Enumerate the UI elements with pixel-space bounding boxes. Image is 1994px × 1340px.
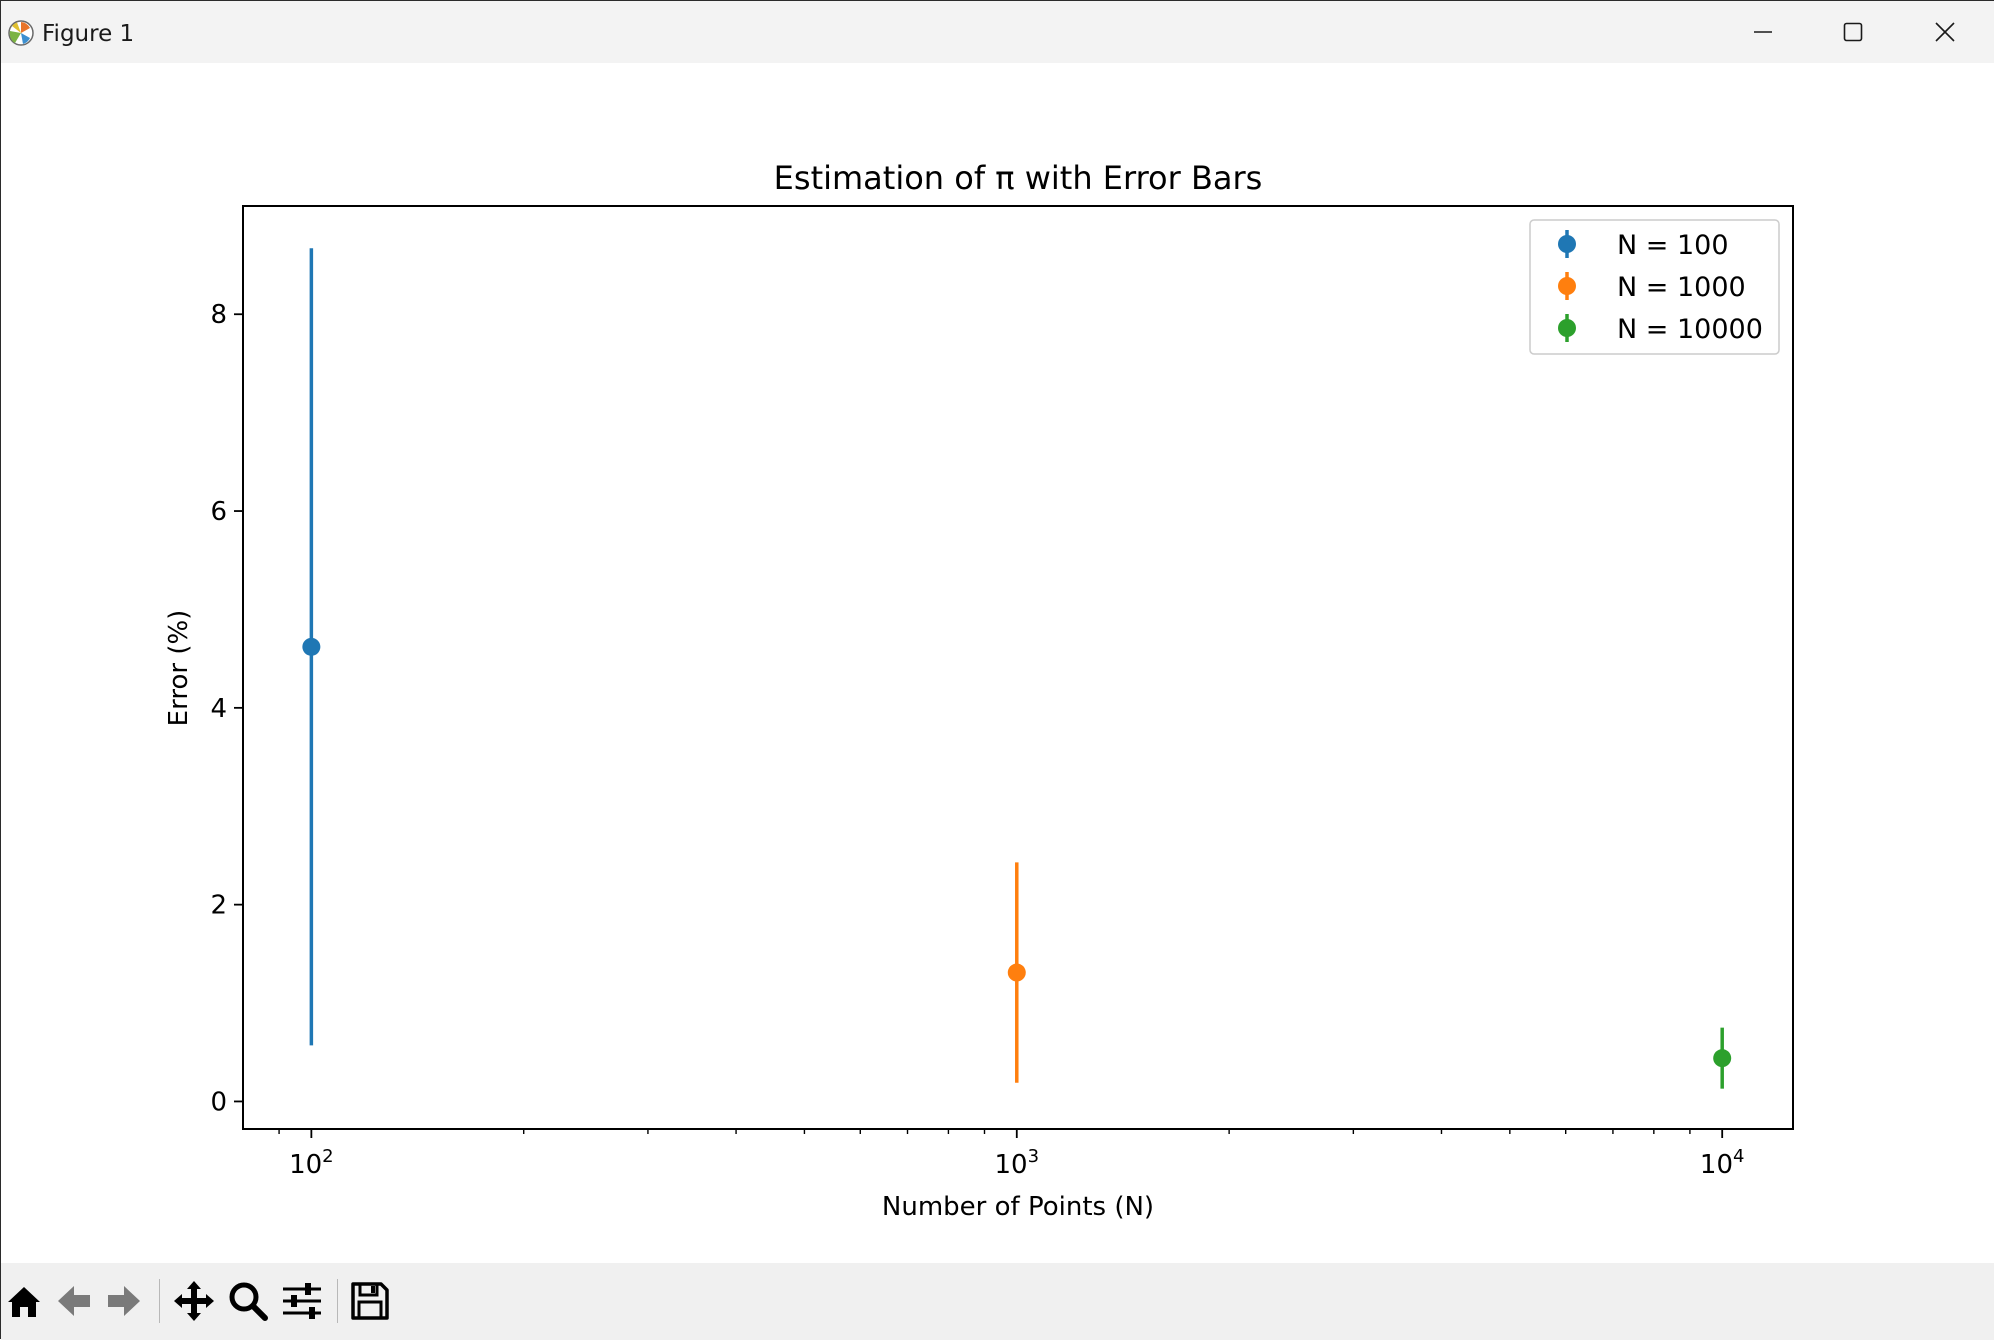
x-axis-label: Number of Points (N) <box>882 1192 1154 1222</box>
title-bar: Figure 1 <box>1 1 1994 63</box>
window-title: Figure 1 <box>42 21 135 47</box>
maximize-icon <box>1843 22 1863 42</box>
x-tick-label: 102 <box>289 1146 334 1180</box>
magnifier-icon <box>229 1282 268 1321</box>
close-icon <box>1935 22 1955 42</box>
minimize-button[interactable] <box>1717 1 1809 63</box>
legend-box <box>1529 219 1780 355</box>
navigation-toolbar <box>1 1263 1994 1340</box>
y-axis-ticks: 0 2 4 6 8 <box>210 300 243 1117</box>
y-tick-label: 8 <box>210 300 227 330</box>
y-tick-label: 6 <box>210 497 227 527</box>
close-button[interactable] <box>1899 1 1991 63</box>
maximize-button[interactable] <box>1807 1 1899 63</box>
x-tick-label: 104 <box>1700 1146 1745 1180</box>
forward-button[interactable] <box>101 1275 147 1327</box>
x-axis-ticks: 102 103 104 <box>278 1129 1745 1180</box>
y-tick-label: 4 <box>210 694 227 724</box>
legend-marker <box>1558 277 1576 295</box>
y-tick-label: 0 <box>210 1087 227 1117</box>
pan-button[interactable] <box>171 1275 217 1327</box>
arrow-left-icon <box>58 1286 90 1316</box>
save-button[interactable] <box>347 1275 393 1327</box>
legend: N = 100 N = 1000 N = 10000 <box>1529 219 1780 355</box>
y-tick-label: 2 <box>210 891 227 921</box>
home-icon <box>8 1287 40 1317</box>
legend-label: N = 10000 <box>1617 314 1763 345</box>
back-button[interactable] <box>51 1275 97 1327</box>
sliders-icon <box>283 1283 321 1319</box>
matplotlib-logo-icon <box>8 20 34 46</box>
data-point <box>302 637 321 656</box>
figure-canvas[interactable]: Estimation of π with Error Bars 102 103 10… <box>1 63 1994 1263</box>
minimize-icon <box>1754 31 1772 33</box>
y-axis-label: Error (%) <box>164 610 194 727</box>
data-point <box>1007 963 1026 982</box>
data-point <box>1713 1049 1732 1068</box>
home-button[interactable] <box>1 1275 47 1327</box>
x-tick-label: 103 <box>995 1146 1040 1180</box>
legend-label: N = 100 <box>1617 230 1729 261</box>
toolbar-separator <box>159 1279 160 1323</box>
floppy-disk-icon <box>351 1282 389 1320</box>
zoom-button[interactable] <box>225 1275 271 1327</box>
arrow-right-icon <box>108 1286 140 1316</box>
legend-label: N = 1000 <box>1617 272 1746 303</box>
toolbar-separator <box>337 1279 338 1323</box>
chart-title: Estimation of π with Error Bars <box>774 159 1263 197</box>
configure-subplots-button[interactable] <box>279 1275 325 1327</box>
legend-marker <box>1558 319 1576 337</box>
legend-marker <box>1558 235 1576 253</box>
chart: Estimation of π with Error Bars 102 103 10… <box>164 159 1794 1222</box>
data-points <box>302 248 1732 1089</box>
move-icon <box>174 1281 214 1321</box>
